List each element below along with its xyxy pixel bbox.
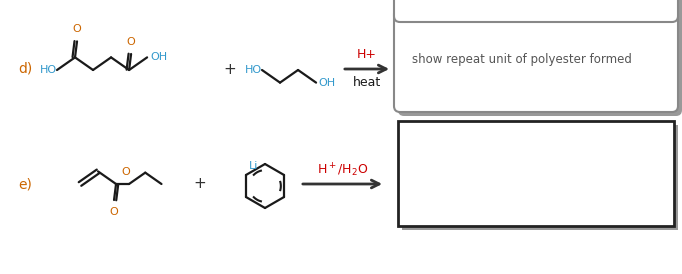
Text: Li: Li: [249, 161, 258, 171]
FancyBboxPatch shape: [398, 12, 682, 116]
Text: e): e): [18, 177, 32, 191]
FancyBboxPatch shape: [402, 125, 678, 230]
Text: OH: OH: [318, 78, 335, 88]
Text: O: O: [127, 37, 136, 47]
Text: O: O: [121, 167, 130, 177]
Text: HO: HO: [40, 65, 57, 75]
Text: +: +: [224, 61, 237, 76]
Text: +: +: [194, 176, 207, 192]
Text: OH: OH: [150, 52, 167, 62]
FancyBboxPatch shape: [394, 8, 678, 112]
Text: show repeat unit of polyester formed: show repeat unit of polyester formed: [412, 53, 632, 67]
Text: HO: HO: [245, 65, 262, 75]
FancyBboxPatch shape: [398, 121, 674, 226]
Text: H$^+$/H$_2$O: H$^+$/H$_2$O: [317, 161, 368, 179]
Text: H+: H+: [357, 48, 377, 61]
FancyBboxPatch shape: [398, 0, 682, 22]
FancyBboxPatch shape: [394, 0, 678, 22]
Text: O: O: [110, 207, 119, 217]
Text: d): d): [18, 62, 32, 76]
Text: O: O: [73, 24, 81, 34]
Text: heat: heat: [353, 76, 381, 89]
